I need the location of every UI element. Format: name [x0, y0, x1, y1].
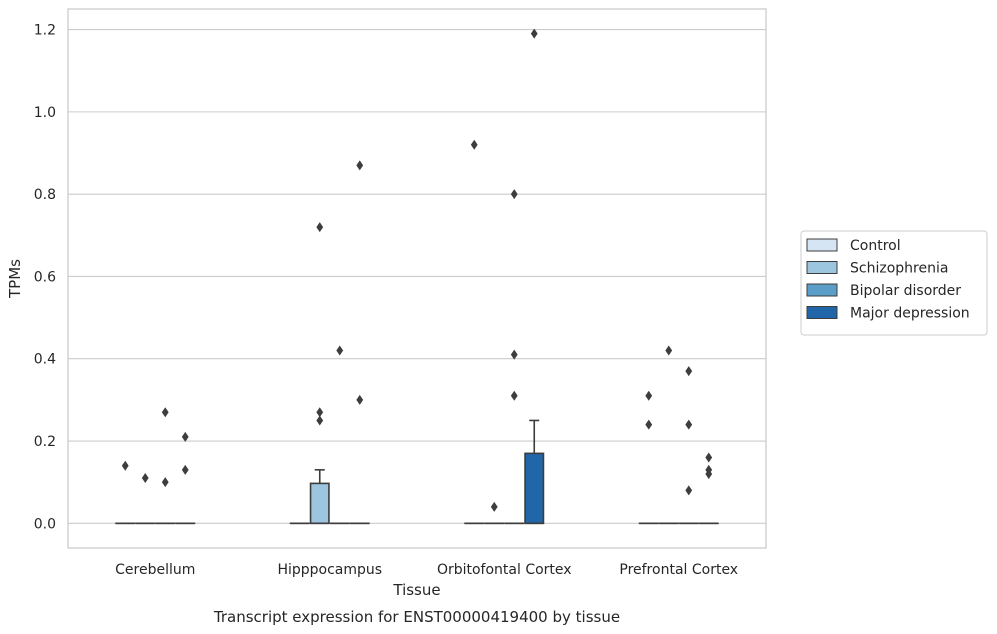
y-tick-label: 0.6	[34, 269, 56, 285]
x-tick-label: Prefrontal Cortex	[619, 562, 738, 578]
outlier-point	[161, 407, 169, 418]
outlier-point	[141, 473, 149, 484]
grid-lines	[68, 29, 766, 524]
x-tick-label: Hipppocampus	[277, 562, 382, 578]
outlier-point	[181, 431, 189, 442]
outlier-point	[316, 407, 324, 418]
legend-label: Bipolar disorder	[850, 283, 961, 299]
legend: Control Schizophrenia Bipolar disorder Majo…	[800, 230, 988, 336]
outlier-point	[316, 415, 324, 426]
outlier-point	[665, 345, 673, 356]
legend-swatch	[806, 238, 838, 252]
y-tick-label: 1.2	[34, 23, 56, 39]
x-axis-label: Tissue	[392, 581, 440, 599]
outlier-point	[645, 390, 653, 401]
outlier-point	[685, 419, 693, 430]
legend-label: Major depression	[850, 306, 970, 322]
box	[309, 482, 330, 525]
y-tick-label: 0.2	[34, 434, 56, 450]
legend-swatch	[806, 261, 838, 274]
outlier-point	[685, 485, 693, 496]
y-tick-label: 1.0	[34, 105, 56, 121]
outlier-point	[121, 460, 129, 471]
legend-label: Control	[850, 238, 901, 254]
legend-swatch	[806, 306, 838, 319]
y-tick-label: 0.4	[34, 352, 56, 368]
legend-label: Schizophrenia	[850, 261, 948, 277]
y-ticks: 0.0 0.2 0.4 0.6 0.8 1.0 1.2	[34, 23, 56, 533]
boxes	[115, 419, 719, 525]
outlier-point	[530, 28, 538, 39]
outlier-point	[705, 452, 713, 463]
outlier-point	[685, 366, 693, 377]
y-axis-label: TPMs	[6, 259, 24, 299]
chart-caption: Transcript expression for ENST0000041940…	[213, 608, 620, 626]
plot-frame	[67, 8, 767, 549]
box	[524, 452, 545, 525]
outlier-point	[705, 468, 713, 479]
outlier-point	[510, 349, 518, 360]
legend-frame	[800, 230, 988, 336]
x-tick-label: Orbitofontal Cortex	[437, 562, 572, 578]
y-tick-label: 0.0	[34, 516, 56, 532]
x-tick-label: Cerebellum	[115, 562, 195, 578]
outlier-point	[490, 501, 498, 512]
legend-swatch	[806, 283, 838, 297]
outlier-point	[316, 222, 324, 233]
outlier-point	[161, 477, 169, 488]
y-tick-label: 0.8	[34, 187, 56, 203]
outlier-point	[336, 345, 344, 356]
outlier-point	[181, 464, 189, 475]
outlier-point	[356, 160, 364, 171]
outlier-point	[356, 394, 364, 405]
outlier-point	[510, 189, 518, 200]
outlier-point	[510, 390, 518, 401]
outlier-point	[645, 419, 653, 430]
outliers	[121, 28, 713, 512]
outlier-point	[470, 139, 478, 150]
x-ticks: Cerebellum Hipppocampus Orbitofontal Corte…	[115, 562, 738, 578]
